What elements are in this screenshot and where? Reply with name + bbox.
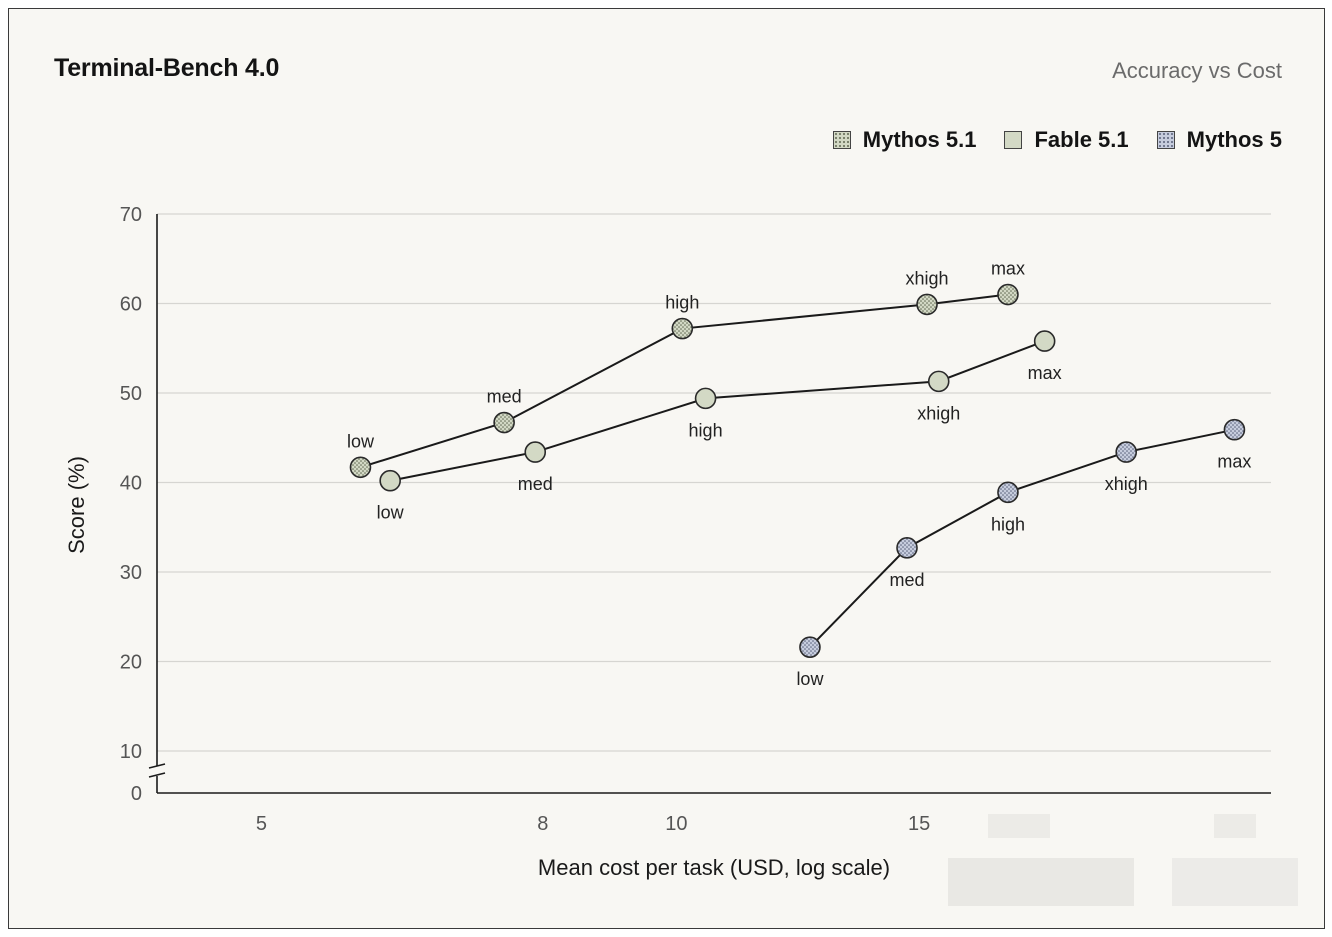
series-line [809,428,1235,648]
point-label: xhigh [906,268,949,288]
data-point [524,441,547,463]
point-label: low [377,503,405,523]
data-point [1115,441,1138,463]
gridlines [157,213,1271,752]
data-point [997,481,1019,504]
point-label: med [487,387,522,407]
legend-swatch-mythos-5 [1156,131,1175,149]
x-tick-label: 8 [537,813,548,835]
axis-break-mark [148,772,166,778]
blurred-region [1172,858,1298,906]
y-tick-label: 20 [120,652,142,674]
point-label: max [1028,363,1062,383]
data-point [927,370,950,393]
data-point [671,317,694,340]
legend-item-mythos-5: Mythos 5 [1156,127,1282,153]
point-label: med [889,570,924,590]
axis-break-mark [148,763,166,769]
legend-label-mythos-5: Mythos 5 [1186,127,1282,152]
point-label: high [689,420,723,440]
point-label: low [347,431,375,451]
x-axis-label: Mean cost per task (USD, log scale) [538,855,890,880]
legend: Mythos 5.1 Fable 5.1 Mythos 5 [832,127,1282,153]
x-tick-label: 10 [665,813,687,835]
legend-swatch-fable-5-1 [1004,131,1023,149]
series-mythos-5: low med high xhigh max [796,418,1251,689]
point-label: high [665,293,699,313]
legend-label-mythos-5-1: Mythos 5.1 [862,127,977,152]
blurred-region [1214,814,1256,838]
x-tick-label: 5 [256,813,267,835]
y-tick-label: 30 [120,562,142,584]
point-label: max [1217,452,1251,472]
chart-card: Terminal-Bench 4.0 Accuracy vs Cost Myth… [8,8,1325,929]
y-tick-label: 10 [120,741,142,763]
legend-label-fable-5-1: Fable 5.1 [1034,127,1129,152]
point-label: xhigh [1105,474,1148,494]
y-axis-label: Score (%) [64,456,89,554]
point-label: xhigh [917,403,960,423]
data-point [493,411,515,434]
point-label: med [518,474,553,494]
point-label: high [991,514,1025,534]
data-point [694,387,717,410]
data-point [379,469,401,492]
data-point [916,293,938,316]
chart-title: Terminal-Bench 4.0 [54,54,280,82]
y-tick-label: 40 [120,473,142,495]
data-point [799,636,821,658]
x-tick-label: 15 [908,813,930,835]
point-label: max [991,259,1025,279]
y-tick-label: 70 [120,204,142,226]
data-point [349,456,372,479]
y-tick-label: 50 [120,383,142,405]
legend-item-mythos-5-1: Mythos 5.1 [832,127,977,153]
series: low med high xhigh max low med high xhigh max low m… [347,259,1251,690]
data-point [896,537,918,559]
legend-item-fable-5-1: Fable 5.1 [1004,127,1129,153]
data-point [997,283,1019,306]
data-point [1223,418,1246,441]
blurred-region [988,814,1050,838]
chart-subtitle: Accuracy vs Cost [1112,58,1282,83]
axis-break-gap [149,766,165,776]
blurred-region [948,858,1134,906]
y-tick-label: 60 [120,294,142,316]
point-label: low [796,669,824,689]
data-point [1033,330,1056,352]
y-tick-label: 0 [131,783,142,805]
legend-swatch-mythos-5-1 [832,131,851,149]
series-fable-5-1: low med high xhigh max [377,330,1062,523]
axes: 0 10 20 30 40 50 60 70 5 8 10 15 [120,204,1271,835]
series-mythos-5-1: low med high xhigh max [347,259,1025,479]
